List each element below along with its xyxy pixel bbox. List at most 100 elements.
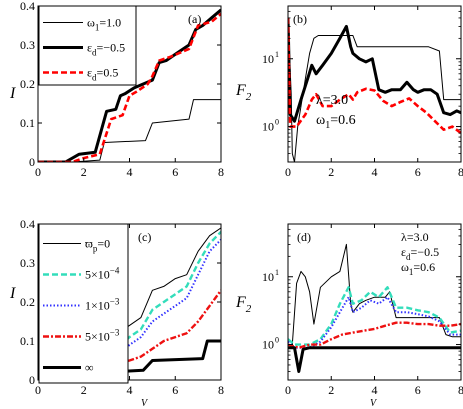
y-tick-exponent: 0 xyxy=(275,336,279,345)
x-tick-label: 0 xyxy=(285,383,291,397)
series-line-0 xyxy=(38,99,221,162)
legend-label-main: 5×10 xyxy=(85,330,110,344)
y-tick-label: 0 xyxy=(29,155,35,169)
x-tick-label: 0 xyxy=(35,165,41,179)
panel-d-ylabel: F2 xyxy=(235,294,252,315)
legend-label: ϖp=0 xyxy=(85,237,110,254)
plot-frame xyxy=(287,5,462,163)
legend-label: ω1=1.0 xyxy=(87,16,121,33)
panel-d-label: (d) xyxy=(297,230,311,244)
legend-label-sub: p xyxy=(93,244,98,254)
series-line-2 xyxy=(288,17,461,135)
series-line-1 xyxy=(38,8,221,162)
legend-label: εd=−0.5 xyxy=(87,41,125,58)
panel-a-plot: 0 2 4 6 800.10.20.30.4ω1=1.0εd=−0.5εd=0.5 xyxy=(20,0,224,179)
panel-c-label: (c) xyxy=(138,230,151,244)
series-line-3 xyxy=(288,321,461,349)
series-line-2 xyxy=(38,12,221,162)
legend-label-sup: −3 xyxy=(110,328,120,338)
legend-label-rest: =0.5 xyxy=(97,66,119,80)
panel-d-ylabel-main: F xyxy=(235,294,246,311)
panel-d-annotation-eps-rest: =−0.5 xyxy=(411,245,440,259)
panel-b-annotation-omega-sub: 1 xyxy=(325,120,330,131)
series-line-4 xyxy=(288,346,461,373)
panel-d-annotation-eps-sym: ε xyxy=(401,245,406,259)
panel-b-annotation-omega-rest: =0.6 xyxy=(330,113,355,128)
x-tick-label: 6 xyxy=(415,383,421,397)
panel-d-annotation-omega-sym: ω xyxy=(401,260,409,274)
legend-label-rest: =0 xyxy=(97,237,110,251)
series-line-0 xyxy=(288,243,461,346)
x-tick-label: 8 xyxy=(218,165,224,179)
legend-label-sub: d xyxy=(92,73,97,83)
legend-label-sup: −3 xyxy=(110,297,120,307)
panel-d-annotation-omega-rest: =0.6 xyxy=(413,260,435,274)
legend-label-main: ω xyxy=(87,16,95,30)
panel-d-ylabel-sub: 2 xyxy=(246,303,252,315)
panel-a-ylabel: I xyxy=(9,85,16,102)
x-tick-label: 4 xyxy=(127,165,133,179)
legend-label-main: ∞ xyxy=(85,361,94,375)
legend-label: 5×10−4 xyxy=(85,266,120,282)
panel-b-ylabel-main: F xyxy=(235,82,246,99)
legend-label: εd=0.5 xyxy=(87,66,118,83)
x-tick-label: 6 xyxy=(172,165,178,179)
y-tick-label: 0.3 xyxy=(20,256,35,270)
x-tick-label: 0 xyxy=(35,383,41,397)
panel-d-annotation-eps: εd=−0.5 xyxy=(401,245,439,262)
y-tick-label: 0.1 xyxy=(20,116,35,130)
legend-box xyxy=(38,223,129,384)
panel-d-annotation-eps-sub: d xyxy=(406,252,411,262)
panel-d-annotation-omega-sub: 1 xyxy=(409,267,414,277)
panel-d-xlabel: V xyxy=(370,398,378,409)
y-tick-label: 0.4 xyxy=(20,217,35,231)
series-line-2 xyxy=(288,296,461,349)
panel-c-plot: 0 2 4 6 800.10.20.30.4ϖp=05×10−41×10−35×10−3… xyxy=(20,217,224,397)
y-tick-label: 0.3 xyxy=(20,38,35,52)
panel-c-xlabel: V xyxy=(141,398,149,409)
legend-label-main: ε xyxy=(87,41,92,55)
y-tick-exponent: 1 xyxy=(275,268,279,277)
panel-d-annotation-omega: ω1=0.6 xyxy=(401,260,435,277)
x-tick-label: 8 xyxy=(218,383,224,397)
legend-label-sub: d xyxy=(92,48,97,58)
x-tick-label: 0 xyxy=(285,165,291,179)
series-line-1 xyxy=(288,286,461,346)
legend-label: 5×10−3 xyxy=(85,328,120,344)
y-tick-label: 0.4 xyxy=(20,0,35,13)
x-tick-label: 4 xyxy=(127,383,133,397)
y-tick-label: 10 xyxy=(262,270,274,284)
legend-label-rest: =−0.5 xyxy=(97,41,126,55)
y-tick-label: 0.2 xyxy=(20,77,35,91)
legend-label-main: ϖ xyxy=(85,237,93,251)
legend-label: 1×10−3 xyxy=(85,297,120,313)
x-tick-label: 2 xyxy=(81,165,87,179)
legend-label-main: 5×10 xyxy=(85,268,110,282)
x-tick-label: 6 xyxy=(172,383,178,397)
panel-b-ylabel: F2 xyxy=(235,82,252,103)
y-tick-label: 0 xyxy=(29,373,35,387)
x-tick-label: 4 xyxy=(372,383,378,397)
x-tick-label: 4 xyxy=(372,165,378,179)
x-tick-label: 8 xyxy=(458,165,463,179)
x-tick-label: 2 xyxy=(81,383,87,397)
panel-b-annotation-omega-sym: ω xyxy=(316,113,325,128)
y-tick-label: 0.2 xyxy=(20,295,35,309)
series-line-1 xyxy=(288,17,461,123)
y-tick-label: 10 xyxy=(262,120,274,134)
panel-c-ylabel: I xyxy=(9,285,16,302)
panel-a: I 0 2 4 6 800.10.20.30.4ω1=1.0εd=−0.5εd=0.5 … xyxy=(9,0,224,179)
legend-label: ∞ xyxy=(85,361,94,375)
x-tick-label: 8 xyxy=(458,383,463,397)
x-tick-label: 6 xyxy=(415,165,421,179)
y-tick-exponent: 0 xyxy=(275,118,279,127)
legend-label-main: ε xyxy=(87,66,92,80)
x-tick-label: 2 xyxy=(328,165,334,179)
legend-label-rest: =1.0 xyxy=(99,16,121,30)
y-tick-label: 10 xyxy=(262,338,274,352)
y-tick-exponent: 1 xyxy=(275,50,279,59)
